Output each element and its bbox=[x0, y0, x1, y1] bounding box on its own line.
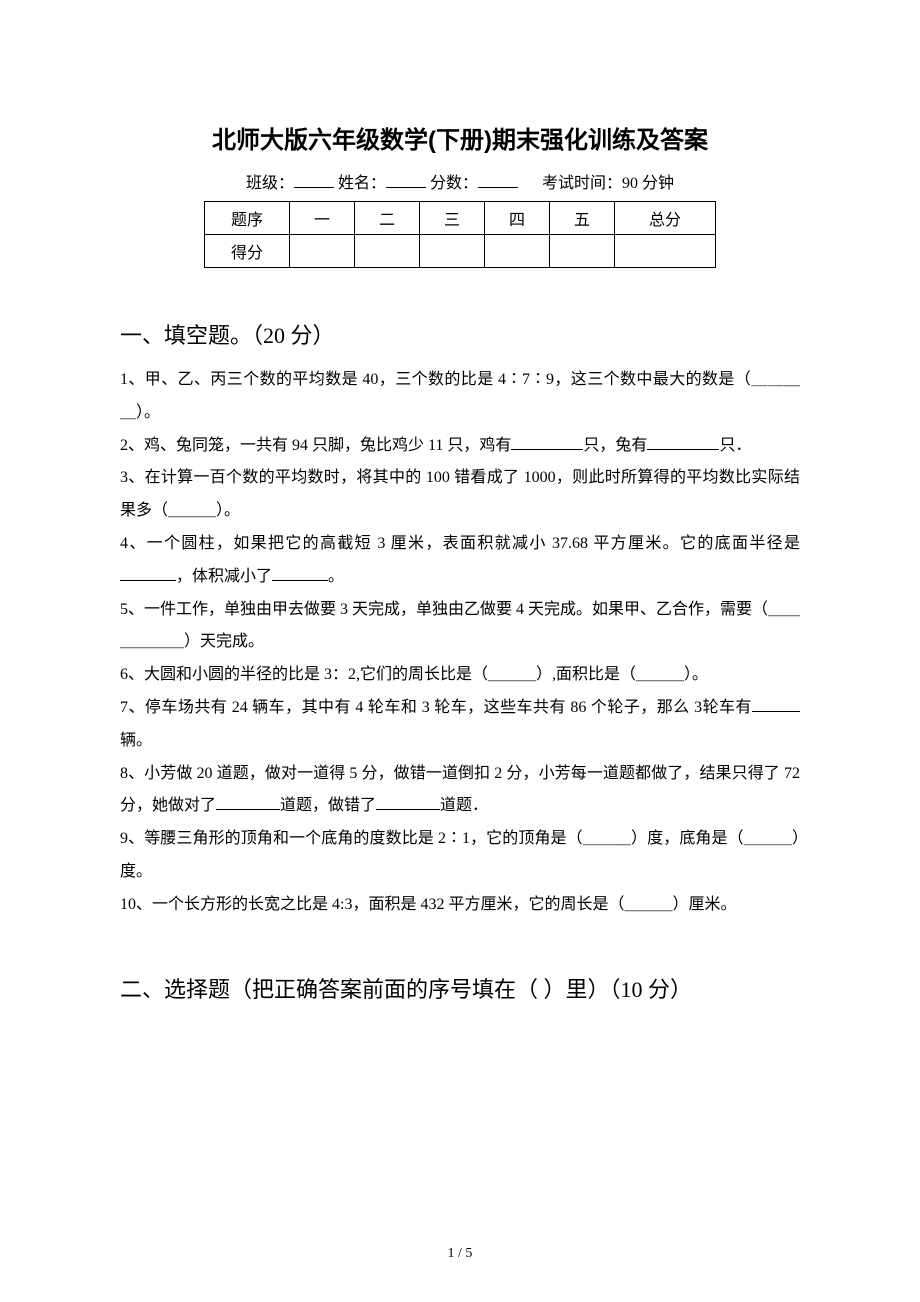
section-fill-heading: 一、填空题。（20 分） bbox=[120, 318, 800, 350]
score-label: 分数： bbox=[430, 175, 478, 192]
q6: 6、大圆和小圆的半径的比是 3：2,它们的周长比是（＿＿＿）,面积比是（＿＿＿）… bbox=[120, 659, 800, 692]
q2-blank-1 bbox=[511, 435, 583, 450]
col-label: 题序 bbox=[205, 202, 290, 235]
q8-blank-2 bbox=[376, 795, 440, 810]
score-table: 题序 一 二 三 四 五 总分 得分 bbox=[204, 201, 716, 268]
q8-part-b: 道题，做错了 bbox=[280, 797, 376, 814]
q2-part-c: 只． bbox=[719, 437, 751, 454]
row-label: 得分 bbox=[205, 235, 290, 268]
cell-3 bbox=[420, 235, 485, 268]
q7-part-a: 7、停车场共有 24 辆车，其中有 4 轮车和 3 轮车，这些车共有 86 个轮… bbox=[120, 699, 752, 716]
q7-blank bbox=[752, 697, 800, 712]
q8-blank-1 bbox=[216, 795, 280, 810]
col-3: 三 bbox=[420, 202, 485, 235]
q8: 8、小芳做 20 道题，做对一道得 5 分，做错一道倒扣 2 分，小芳每一道题都… bbox=[120, 758, 800, 824]
time-label: 考试时间：90 分钟 bbox=[542, 175, 674, 192]
col-2: 二 bbox=[355, 202, 420, 235]
cell-total bbox=[615, 235, 716, 268]
score-value-row: 得分 bbox=[205, 235, 716, 268]
q2-part-b: 只，兔有 bbox=[583, 437, 647, 454]
q4-blank-2 bbox=[272, 566, 328, 581]
q2-blank-2 bbox=[647, 435, 719, 450]
q4-part-c: 。 bbox=[328, 568, 344, 585]
q10: 10、一个长方形的长宽之比是 4:3，面积是 432 平方厘米，它的周长是（＿＿… bbox=[120, 889, 800, 922]
q1: 1、甲、乙、丙三个数的平均数是 40，三个数的比是 4∶7∶9，这三个数中最大的… bbox=[120, 364, 800, 430]
class-label: 班级： bbox=[246, 175, 294, 192]
cell-2 bbox=[355, 235, 420, 268]
q3: 3、在计算一百个数的平均数时，将其中的 100 错看成了 1000，则此时所算得… bbox=[120, 462, 800, 528]
meta-line: 班级： 姓名： 分数： 考试时间：90 分钟 bbox=[120, 169, 800, 193]
cell-4 bbox=[485, 235, 550, 268]
q9: 9、等腰三角形的顶角和一个底角的度数比是 2∶1，它的顶角是（＿＿＿）度，底角是… bbox=[120, 823, 800, 889]
q2-part-a: 2、鸡、兔同笼，一共有 94 只脚，兔比鸡少 11 只，鸡有 bbox=[120, 437, 511, 454]
cell-5 bbox=[550, 235, 615, 268]
q4-part-a: 4、一个圆柱，如果把它的高截短 3 厘米，表面积就减小 37.68 平方厘米。它… bbox=[120, 535, 800, 552]
score-header-row: 题序 一 二 三 四 五 总分 bbox=[205, 202, 716, 235]
page: 北师大版六年级数学(下册)期末强化训练及答案 班级： 姓名： 分数： 考试时间：… bbox=[0, 0, 920, 1302]
name-label: 姓名： bbox=[338, 175, 386, 192]
q4: 4、一个圆柱，如果把它的高截短 3 厘米，表面积就减小 37.68 平方厘米。它… bbox=[120, 528, 800, 594]
q2: 2、鸡、兔同笼，一共有 94 只脚，兔比鸡少 11 只，鸡有 只，兔有 只． bbox=[120, 430, 800, 463]
col-5: 五 bbox=[550, 202, 615, 235]
cell-1 bbox=[290, 235, 355, 268]
doc-title: 北师大版六年级数学(下册)期末强化训练及答案 bbox=[120, 120, 800, 155]
q8-part-c: 道题． bbox=[440, 797, 488, 814]
col-1: 一 bbox=[290, 202, 355, 235]
col-4: 四 bbox=[485, 202, 550, 235]
class-blank bbox=[294, 173, 334, 188]
page-footer: 1 / 5 bbox=[0, 1246, 920, 1262]
score-blank bbox=[478, 173, 518, 188]
name-blank bbox=[386, 173, 426, 188]
section-choice-heading: 二、选择题（把正确答案前面的序号填在（ ）里）（10 分） bbox=[120, 972, 800, 1004]
q7: 7、停车场共有 24 辆车，其中有 4 轮车和 3 轮车，这些车共有 86 个轮… bbox=[120, 692, 800, 758]
q4-blank-1 bbox=[120, 566, 176, 581]
q7-part-b: 辆。 bbox=[120, 732, 152, 749]
col-total: 总分 bbox=[615, 202, 716, 235]
q4-part-b: ，体积减小了 bbox=[176, 568, 272, 585]
q5: 5、一件工作，单独由甲去做要 3 天完成，单独由乙做要 4 天完成。如果甲、乙合… bbox=[120, 594, 800, 660]
